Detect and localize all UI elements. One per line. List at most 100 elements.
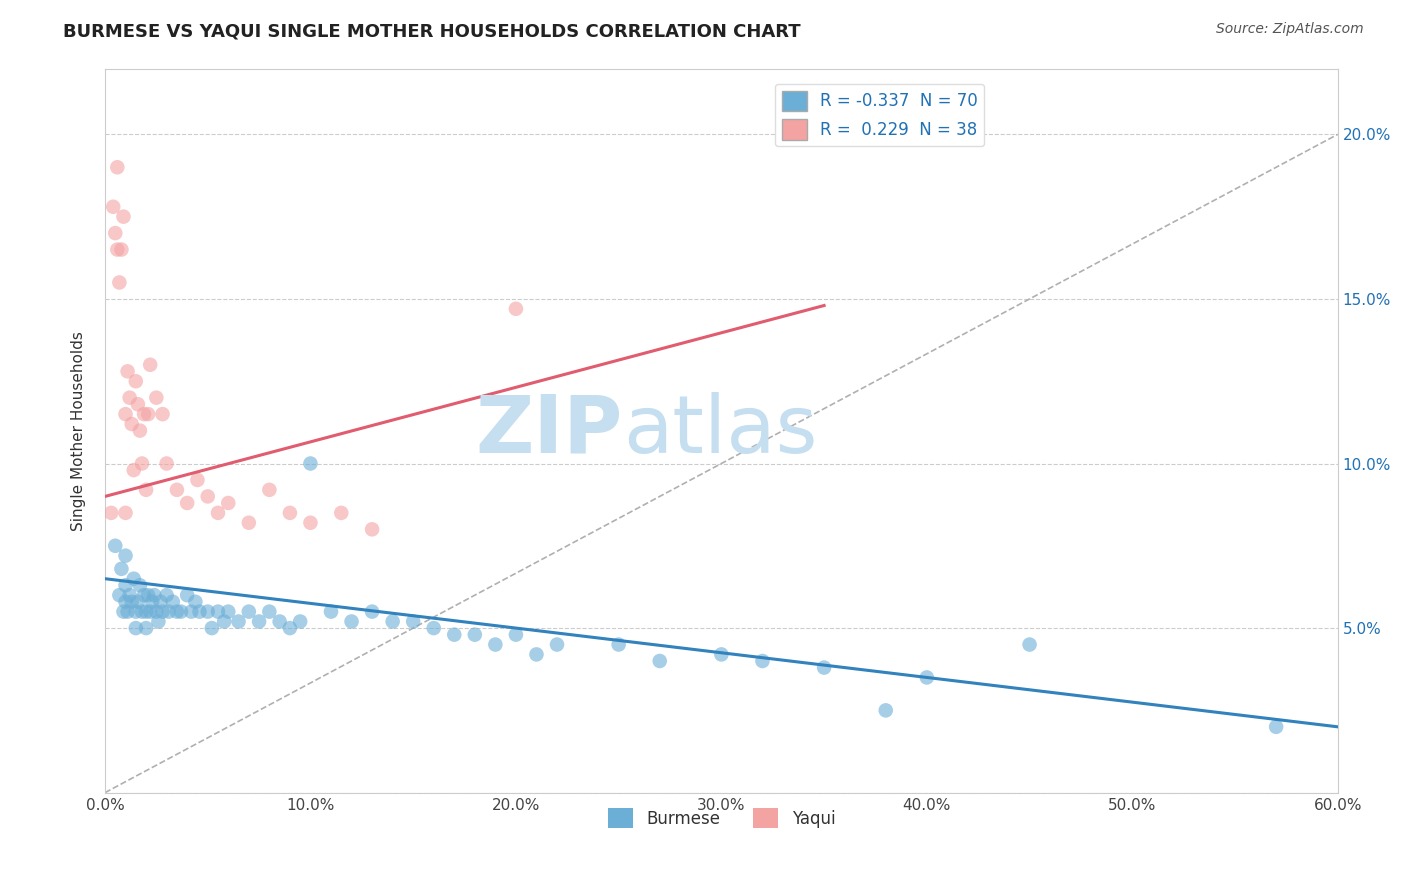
Point — [422, 621, 444, 635]
Point — [112, 210, 135, 224]
Point — [915, 670, 938, 684]
Point — [166, 605, 188, 619]
Point — [129, 578, 152, 592]
Point — [122, 463, 145, 477]
Point — [108, 276, 131, 290]
Point — [607, 638, 630, 652]
Point — [125, 605, 148, 619]
Point — [135, 483, 157, 497]
Point — [505, 628, 527, 642]
Point — [121, 417, 143, 431]
Legend: Burmese, Yaqui: Burmese, Yaqui — [600, 801, 842, 835]
Point — [157, 605, 180, 619]
Point — [136, 588, 159, 602]
Point — [201, 621, 224, 635]
Point — [176, 496, 198, 510]
Point — [299, 516, 322, 530]
Point — [186, 473, 208, 487]
Point — [207, 605, 229, 619]
Point — [125, 621, 148, 635]
Point — [103, 200, 125, 214]
Point — [180, 605, 202, 619]
Point — [710, 648, 733, 662]
Point — [166, 483, 188, 497]
Text: atlas: atlas — [623, 392, 817, 469]
Text: ZIP: ZIP — [475, 392, 623, 469]
Point — [125, 374, 148, 388]
Point — [105, 243, 128, 257]
Point — [104, 539, 127, 553]
Point — [330, 506, 353, 520]
Text: Source: ZipAtlas.com: Source: ZipAtlas.com — [1216, 22, 1364, 37]
Point — [114, 595, 136, 609]
Point — [212, 615, 235, 629]
Point — [269, 615, 291, 629]
Point — [443, 628, 465, 642]
Point — [361, 522, 384, 536]
Point — [148, 615, 170, 629]
Point — [145, 391, 167, 405]
Point — [149, 595, 172, 609]
Point — [184, 595, 207, 609]
Point — [1265, 720, 1288, 734]
Point — [402, 615, 425, 629]
Point — [278, 506, 301, 520]
Point — [484, 638, 506, 652]
Point — [340, 615, 363, 629]
Point — [114, 549, 136, 563]
Point — [505, 301, 527, 316]
Point — [118, 588, 141, 602]
Point — [136, 407, 159, 421]
Point — [464, 628, 486, 642]
Point — [152, 407, 174, 421]
Point — [217, 605, 239, 619]
Point — [108, 588, 131, 602]
Point — [114, 578, 136, 592]
Point — [139, 358, 162, 372]
Point — [238, 605, 260, 619]
Point — [751, 654, 773, 668]
Point — [100, 506, 122, 520]
Point — [207, 506, 229, 520]
Point — [121, 595, 143, 609]
Point — [278, 621, 301, 635]
Point — [132, 588, 155, 602]
Point — [299, 457, 322, 471]
Point — [114, 506, 136, 520]
Point — [114, 407, 136, 421]
Y-axis label: Single Mother Households: Single Mother Households — [72, 331, 86, 531]
Point — [131, 457, 153, 471]
Point — [156, 588, 179, 602]
Point — [162, 595, 184, 609]
Point — [132, 407, 155, 421]
Point — [129, 424, 152, 438]
Point — [104, 226, 127, 240]
Point — [105, 161, 128, 175]
Point — [110, 243, 132, 257]
Point — [648, 654, 671, 668]
Point — [288, 615, 311, 629]
Point — [546, 638, 568, 652]
Point — [112, 605, 135, 619]
Point — [188, 605, 211, 619]
Point — [152, 605, 174, 619]
Point — [361, 605, 384, 619]
Point — [118, 391, 141, 405]
Point — [156, 457, 179, 471]
Point — [813, 660, 835, 674]
Point — [319, 605, 342, 619]
Point — [228, 615, 250, 629]
Text: BURMESE VS YAQUI SINGLE MOTHER HOUSEHOLDS CORRELATION CHART: BURMESE VS YAQUI SINGLE MOTHER HOUSEHOLD… — [63, 22, 801, 40]
Point — [381, 615, 404, 629]
Point — [143, 588, 166, 602]
Point — [247, 615, 270, 629]
Point — [238, 516, 260, 530]
Point — [176, 588, 198, 602]
Point — [170, 605, 193, 619]
Point — [135, 621, 157, 635]
Point — [131, 605, 153, 619]
Point — [875, 703, 897, 717]
Point — [139, 605, 162, 619]
Point — [117, 364, 139, 378]
Point — [117, 605, 139, 619]
